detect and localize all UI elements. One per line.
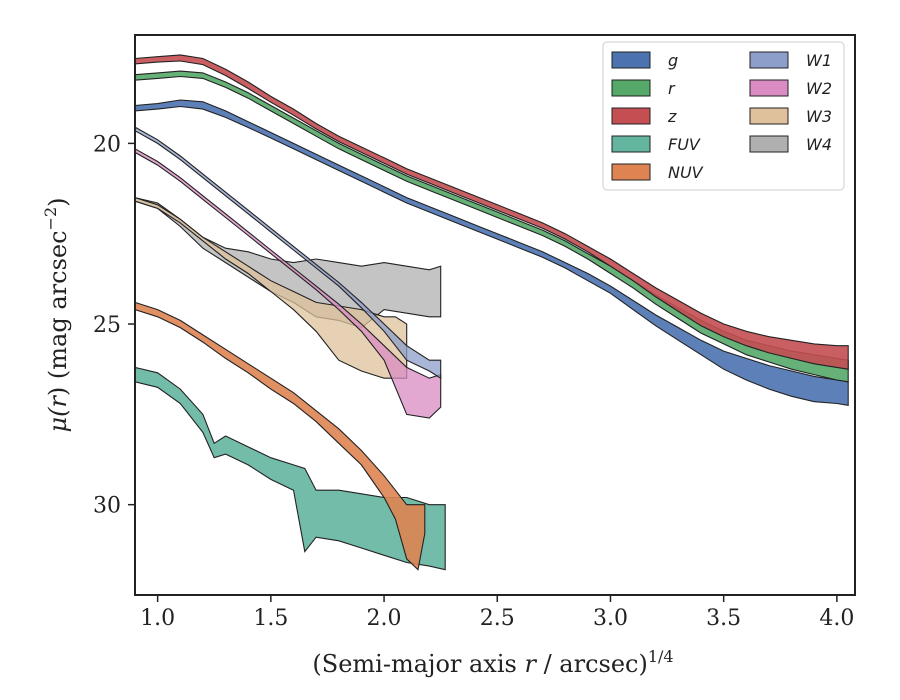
legend-label-FUV: FUV bbox=[668, 135, 701, 154]
x-axis-label: (Semi-major axis r / arcsec)1/4 bbox=[312, 647, 673, 678]
x-tick-label: 1.5 bbox=[253, 606, 288, 631]
legend-swatch-W3 bbox=[749, 107, 789, 125]
y-tick-label: 20 bbox=[93, 132, 121, 157]
x-tick-label: 1.0 bbox=[140, 606, 175, 631]
y-axis-label: μ(r) (mag arcsec−2) bbox=[41, 197, 72, 432]
legend-label-g: g bbox=[668, 51, 678, 70]
band-z bbox=[134, 54, 849, 370]
legend-swatch-g bbox=[611, 51, 651, 69]
x-tick-label: 4.0 bbox=[819, 606, 854, 631]
x-axis-ticks: 1.0 1.5 2.0 2.5 3.0 3.5 4.0 bbox=[140, 595, 854, 631]
legend-label-NUV: NUV bbox=[668, 163, 704, 182]
band-W2 bbox=[134, 147, 442, 419]
series-layer bbox=[134, 54, 849, 571]
legend-label-W1: W1 bbox=[806, 51, 832, 70]
legend-swatch-W4 bbox=[749, 135, 789, 153]
legend: grz FUV NUV W1 W2 W3 W4 bbox=[602, 41, 845, 191]
band-W4 bbox=[134, 196, 442, 329]
legend-label-z: z bbox=[667, 107, 677, 126]
legend-label-W3: W3 bbox=[806, 107, 832, 126]
band-W1 bbox=[134, 126, 442, 380]
y-axis-ticks: 20 25 30 bbox=[93, 132, 135, 519]
legend-swatch-r bbox=[611, 79, 651, 97]
x-tick-label: 2.0 bbox=[367, 606, 402, 631]
x-tick-label: 2.5 bbox=[480, 606, 515, 631]
y-tick-label: 25 bbox=[93, 313, 121, 338]
band-NUV bbox=[134, 301, 426, 571]
legend-swatch-NUV bbox=[611, 163, 651, 181]
legend-swatch-W2 bbox=[749, 79, 789, 97]
plot-frame bbox=[134, 34, 856, 596]
legend-label-r: r bbox=[668, 79, 676, 98]
x-tick-label: 3.0 bbox=[593, 606, 628, 631]
legend-label-W4: W4 bbox=[806, 135, 832, 154]
legend-label-W2: W2 bbox=[806, 79, 832, 98]
x-tick-label: 3.5 bbox=[706, 606, 741, 631]
band-g bbox=[134, 99, 849, 406]
legend-swatch-W1 bbox=[749, 51, 789, 69]
legend-swatch-z bbox=[611, 107, 651, 125]
legend-box bbox=[602, 41, 845, 191]
legend-swatch-FUV bbox=[611, 135, 651, 153]
band-FUV bbox=[134, 366, 446, 571]
y-tick-label: 30 bbox=[93, 494, 121, 519]
